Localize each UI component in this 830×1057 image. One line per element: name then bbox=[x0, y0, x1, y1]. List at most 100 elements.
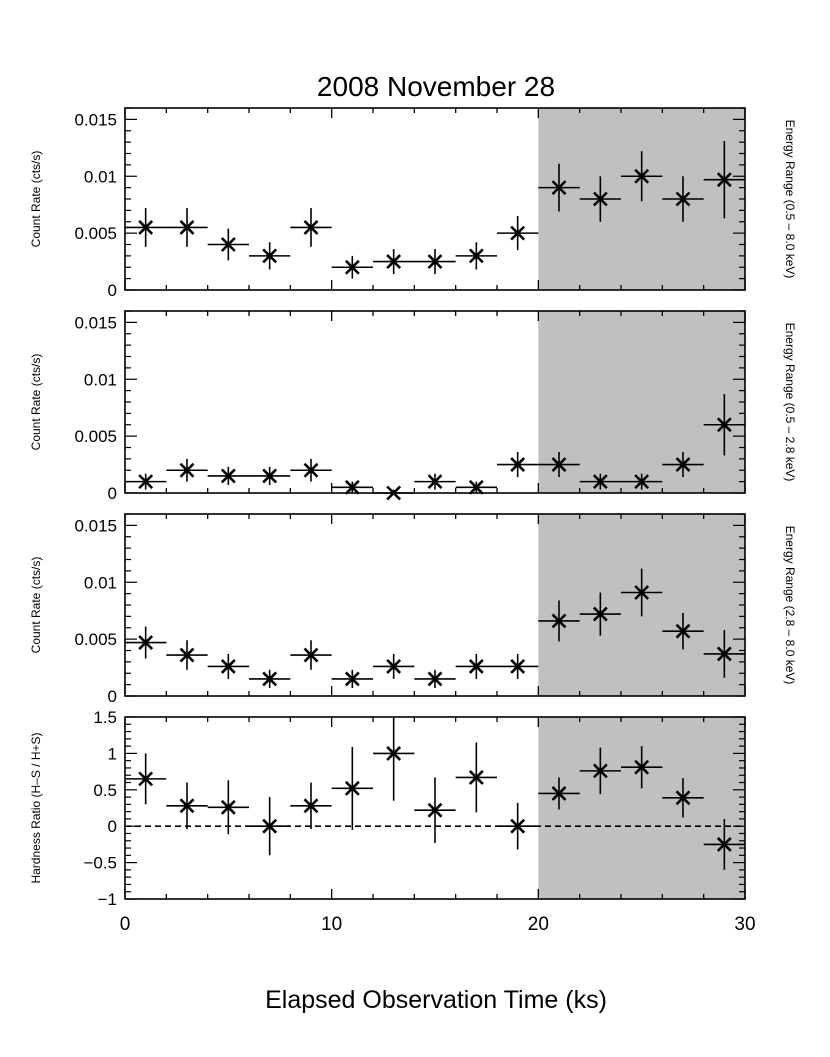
data-point bbox=[207, 653, 249, 679]
x-marker bbox=[344, 479, 360, 495]
data-point bbox=[621, 151, 663, 202]
data-point bbox=[125, 473, 167, 490]
data-point bbox=[414, 669, 456, 689]
x-marker bbox=[179, 220, 195, 235]
data-point bbox=[207, 466, 249, 486]
y-tick-label: 0 bbox=[108, 281, 117, 300]
x-marker bbox=[138, 220, 154, 235]
x-marker bbox=[262, 468, 278, 484]
data-point bbox=[579, 747, 621, 795]
data-point bbox=[538, 777, 580, 810]
y-tick-label: 0 bbox=[108, 687, 117, 706]
x-marker bbox=[386, 254, 402, 269]
panel-1: 0 0.005 0.01 0.015 Count Rate (cts/s) Energy … bbox=[29, 107, 797, 300]
data-point bbox=[662, 778, 704, 818]
data-point bbox=[703, 394, 745, 456]
energy-range-label: Energy Range (0.5 – 8.0 keV) bbox=[783, 120, 797, 279]
data-point bbox=[662, 176, 704, 222]
x-tick-label: 10 bbox=[321, 914, 342, 935]
x-marker bbox=[344, 780, 360, 796]
data-point bbox=[207, 780, 249, 835]
panel-frame bbox=[124, 716, 746, 900]
x-marker bbox=[303, 220, 319, 235]
x-marker bbox=[468, 479, 484, 495]
x-marker bbox=[220, 799, 236, 815]
x-marker bbox=[386, 659, 402, 674]
x-marker bbox=[675, 623, 691, 639]
data-point bbox=[290, 458, 332, 482]
data-point bbox=[207, 228, 249, 261]
x-marker bbox=[510, 457, 526, 472]
data-point bbox=[373, 717, 415, 801]
panel-2: 0 0.005 0.01 0.015 Count Rate (cts/s) Energy … bbox=[29, 310, 797, 503]
x-marker bbox=[634, 759, 650, 775]
data-point bbox=[125, 626, 167, 659]
data-point bbox=[662, 612, 704, 650]
data-point bbox=[331, 255, 373, 279]
x-marker bbox=[592, 763, 608, 779]
x-marker bbox=[179, 462, 195, 478]
y-tick-label: 0.015 bbox=[74, 516, 117, 535]
data-point bbox=[455, 479, 497, 495]
data-point bbox=[290, 640, 332, 670]
data-point bbox=[331, 669, 373, 689]
data-point bbox=[290, 208, 332, 247]
x-marker bbox=[220, 468, 236, 484]
data-point bbox=[373, 485, 415, 501]
y-tick-label: 1.5 bbox=[93, 708, 117, 727]
x-marker bbox=[716, 836, 732, 852]
data-point bbox=[166, 782, 208, 830]
y-tick-label: 0 bbox=[108, 817, 117, 836]
x-marker bbox=[427, 474, 443, 490]
y-tick-label: 0.005 bbox=[74, 427, 117, 446]
x-marker bbox=[303, 798, 319, 814]
x-marker bbox=[675, 790, 691, 806]
x-marker bbox=[386, 485, 402, 501]
x-marker bbox=[179, 647, 195, 663]
x-tick-label: 30 bbox=[734, 914, 755, 935]
y-axis-label: Count Rate (cts/s) bbox=[29, 557, 43, 654]
x-marker bbox=[551, 180, 567, 196]
data-point bbox=[703, 630, 745, 678]
data-point bbox=[497, 216, 539, 251]
x-marker bbox=[468, 770, 484, 785]
x-marker bbox=[592, 191, 608, 207]
x-marker bbox=[675, 457, 691, 472]
y-axis-label: Hardness Ratio (H–S / H+S) bbox=[29, 732, 43, 883]
data-point bbox=[125, 753, 167, 805]
x-marker bbox=[716, 172, 732, 188]
data-point bbox=[373, 653, 415, 679]
y-tick-label: −0.5 bbox=[83, 854, 117, 873]
data-point bbox=[455, 742, 497, 813]
shaded-region bbox=[538, 717, 745, 899]
data-point bbox=[414, 249, 456, 275]
data-point bbox=[579, 176, 621, 222]
x-marker bbox=[262, 248, 278, 264]
data-point bbox=[455, 653, 497, 679]
energy-range-label: Energy Range (0.5 – 2.8 keV) bbox=[783, 323, 797, 482]
x-marker bbox=[634, 585, 650, 600]
x-marker bbox=[675, 191, 691, 207]
figure-title: 2008 November 28 bbox=[317, 71, 555, 102]
x-marker bbox=[468, 248, 484, 264]
data-point bbox=[538, 163, 580, 212]
data-point bbox=[373, 249, 415, 275]
data-point bbox=[249, 669, 291, 689]
x-tick-label: 20 bbox=[528, 914, 549, 935]
data-point bbox=[166, 208, 208, 247]
y-tick-label: 0.005 bbox=[74, 630, 117, 649]
panels: 0 0.005 0.01 0.015 Count Rate (cts/s) Energy … bbox=[29, 107, 797, 935]
y-tick-label: 0.5 bbox=[93, 781, 117, 800]
y-tick-label: 1 bbox=[108, 744, 117, 763]
data-point bbox=[703, 818, 745, 870]
x-marker bbox=[427, 671, 443, 687]
data-point bbox=[621, 473, 663, 490]
data-point bbox=[703, 140, 745, 219]
x-marker bbox=[592, 474, 608, 490]
x-marker bbox=[551, 457, 567, 472]
x-marker bbox=[262, 671, 278, 687]
x-marker bbox=[510, 225, 526, 241]
x-marker bbox=[303, 462, 319, 478]
x-tick-label: 0 bbox=[120, 914, 131, 935]
panel-3: 0 0.005 0.01 0.015 Count Rate (cts/s) Energy … bbox=[29, 513, 797, 706]
